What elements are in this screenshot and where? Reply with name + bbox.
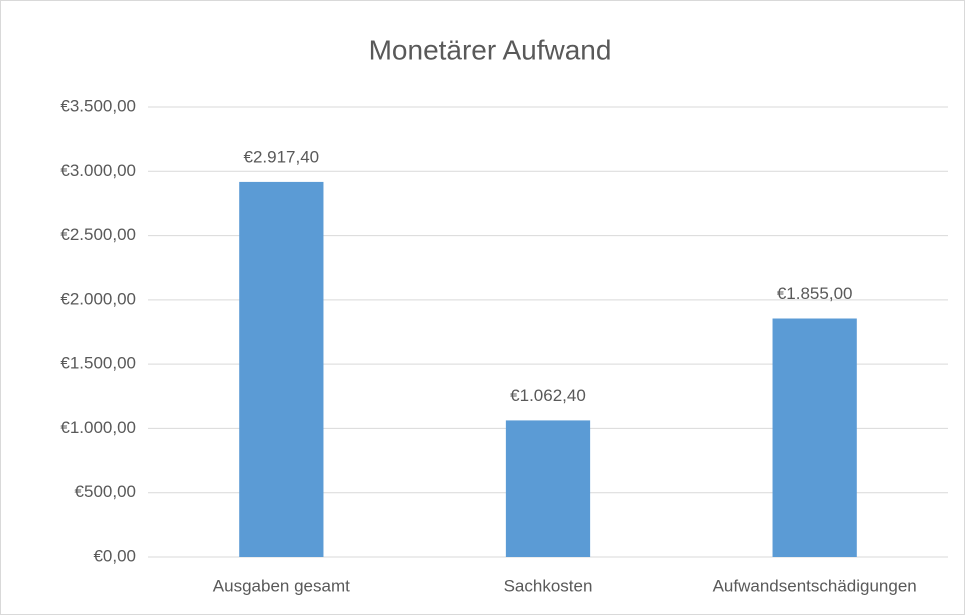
y-tick-label: €0,00 xyxy=(93,546,136,565)
y-tick-label: €500,00 xyxy=(75,482,136,501)
y-tick-label: €3.500,00 xyxy=(60,96,136,115)
y-tick-label: €1.500,00 xyxy=(60,354,136,373)
x-tick-label: Sachkosten xyxy=(504,576,593,595)
data-label: €1.062,40 xyxy=(510,386,586,405)
y-tick-label: €2.000,00 xyxy=(60,289,136,308)
bar xyxy=(505,420,591,557)
x-tick-label: Aufwandsentschädigungen xyxy=(713,576,917,595)
y-tick-label: €2.500,00 xyxy=(60,225,136,244)
data-label: €1.855,00 xyxy=(777,284,853,303)
bar xyxy=(772,318,857,557)
data-label: €2.917,40 xyxy=(244,147,320,166)
chart-title: Monetärer Aufwand xyxy=(369,34,612,65)
x-tick-label: Ausgaben gesamt xyxy=(213,576,350,595)
y-tick-label: €3.000,00 xyxy=(60,161,136,180)
y-tick-label: €1.000,00 xyxy=(60,418,136,437)
bar xyxy=(239,181,324,558)
